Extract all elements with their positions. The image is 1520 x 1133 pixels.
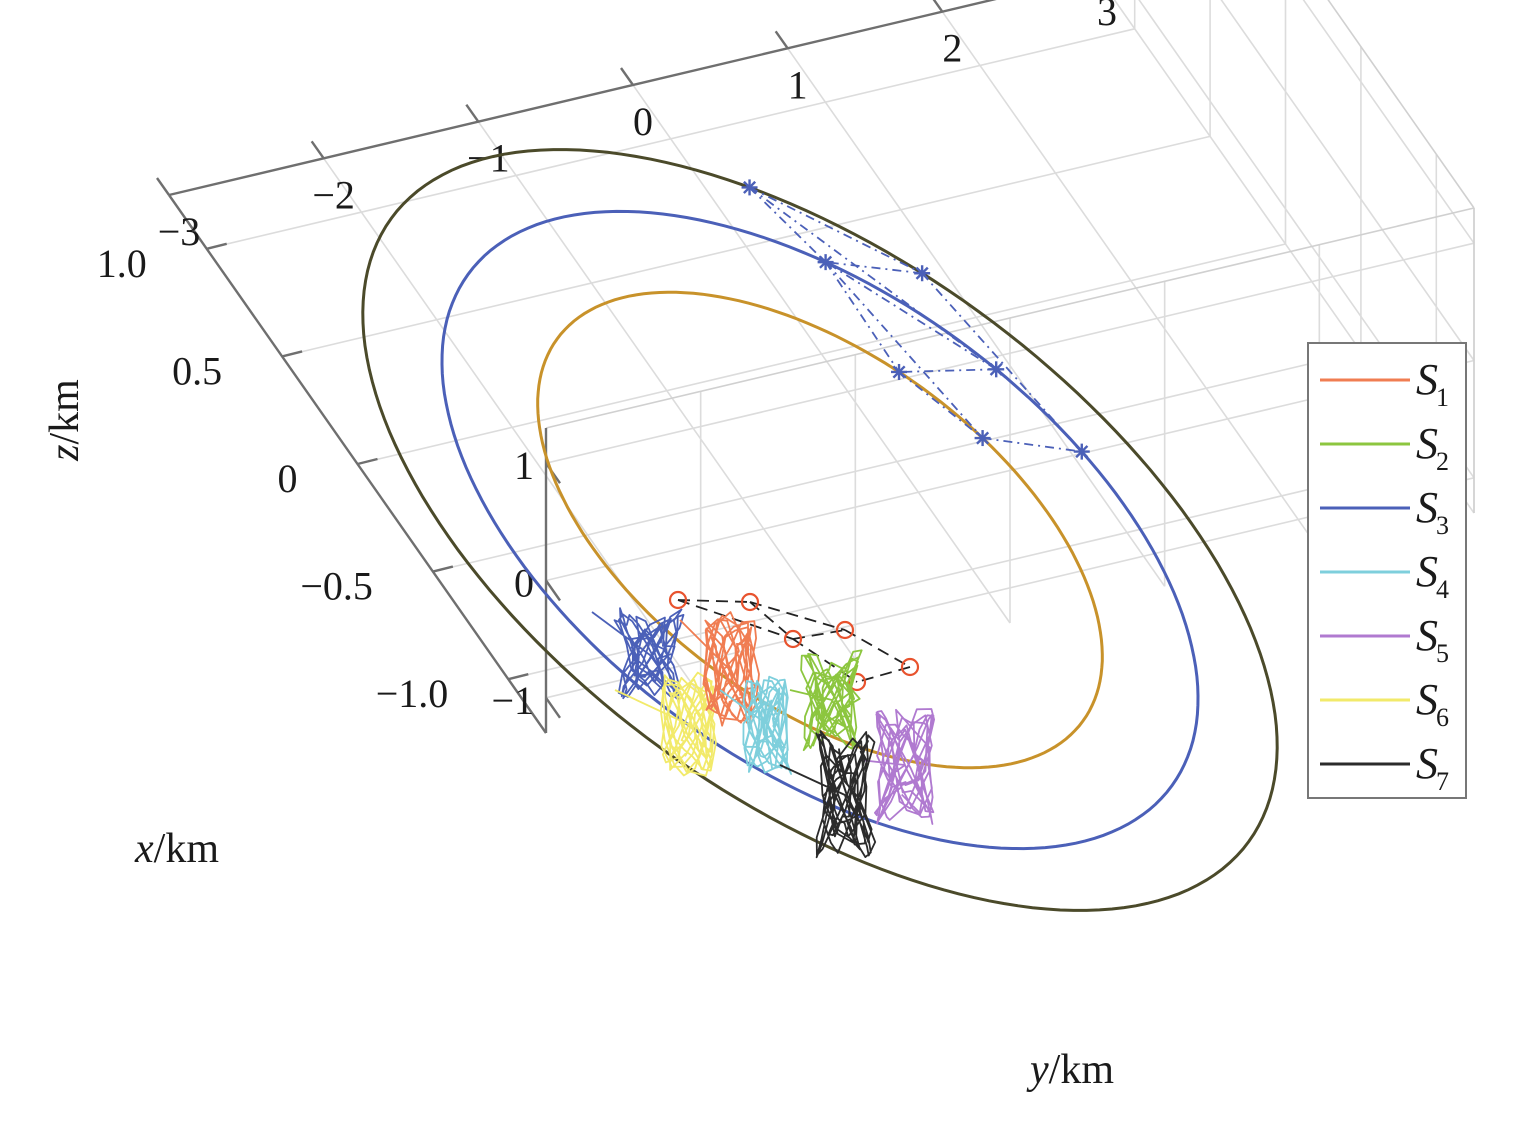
y-tick-label: 3 <box>1097 0 1117 34</box>
x-tick-mark <box>281 350 303 358</box>
formation-link-dashed <box>749 601 794 640</box>
axes <box>156 0 997 734</box>
grid-line <box>357 243 1286 465</box>
x-axis-label: x/km <box>134 826 219 872</box>
legend-label-1: S1 <box>1416 355 1449 412</box>
y-tick-mark <box>774 30 789 50</box>
y-tick-mark <box>620 67 634 86</box>
circle-marker <box>783 629 803 649</box>
star-marker-stroke <box>989 362 1003 376</box>
x-tick-label: −1.0 <box>376 671 449 716</box>
star-marker <box>817 254 834 271</box>
z-axis-label: z/km <box>42 379 88 462</box>
y-tick-label: 0 <box>633 99 653 144</box>
transfer-trajectories <box>591 607 935 859</box>
formation-markers <box>668 179 1090 692</box>
transfer-trajectory-6 <box>614 671 717 777</box>
x-tick-mark <box>206 242 227 250</box>
grid-line <box>1302 0 1475 244</box>
formation-link-dashdot <box>824 261 984 439</box>
transfer-trajectory-3 <box>591 607 685 702</box>
star-marker-stroke <box>976 431 990 445</box>
circle-marker <box>847 672 867 692</box>
z-tick-mark <box>545 579 561 602</box>
circle-marker <box>900 657 920 677</box>
legend-label-3: S3 <box>1416 483 1449 540</box>
grid-line <box>206 28 1135 250</box>
star-marker <box>988 361 1005 378</box>
x-tick-mark <box>432 565 454 573</box>
x-tick-label: 0.5 <box>172 348 222 393</box>
star-marker-stroke <box>743 180 757 194</box>
transfer-trajectory-4 <box>719 675 792 775</box>
formation-link-dashdot <box>748 186 827 263</box>
z-tick-label: −1 <box>491 678 534 723</box>
y-tick-label: −2 <box>312 172 355 217</box>
z-tick-mark <box>545 697 561 719</box>
formation-link-dashed <box>856 666 911 683</box>
formation-link-dashdot <box>898 371 984 439</box>
star-marker-stroke <box>1075 445 1089 459</box>
transfer-trajectory-1 <box>679 611 760 727</box>
formation-link-dashdot <box>824 261 900 373</box>
y-tick-label: 2 <box>942 26 962 71</box>
legend-label-7: S7 <box>1416 739 1449 796</box>
y-tick-mark <box>465 103 480 123</box>
circle-marker <box>740 592 760 612</box>
star-marker <box>914 265 931 282</box>
x-tick-label: 1.0 <box>97 241 147 286</box>
star-marker <box>741 179 758 196</box>
star-marker <box>974 430 991 447</box>
y-tick-label: 1 <box>788 62 808 107</box>
circle-marker <box>668 590 688 610</box>
formation-link-dashed <box>749 601 846 631</box>
z-tick-label: 1 <box>514 443 534 488</box>
legend: S1 S2 S3 S4 S5 S6 S7 <box>1307 342 1467 799</box>
transfer-trajectory-2 <box>789 649 863 752</box>
circle-marker <box>835 620 855 640</box>
orbit-curves <box>361 148 1279 912</box>
star-marker <box>1073 443 1090 460</box>
box-edge <box>1327 0 1475 209</box>
formation-link-dashdot <box>749 186 997 371</box>
star-marker <box>891 363 908 380</box>
y-tick-label: −3 <box>158 209 201 254</box>
grid-line <box>281 135 1211 358</box>
formation-link-dashdot <box>825 261 923 275</box>
formation-link-dashed <box>677 599 751 603</box>
legend-label-2: S2 <box>1416 419 1449 476</box>
orbit-outer <box>361 148 1279 912</box>
formation-link-dashed <box>844 629 911 668</box>
grid-line <box>545 242 1475 464</box>
transfer-trajectory-5 <box>859 708 935 825</box>
y-tick-mark <box>310 140 325 160</box>
y-axis-label: y/km <box>1026 1047 1114 1093</box>
star-marker-stroke <box>819 255 833 269</box>
x-tick-label: 0 <box>278 456 298 501</box>
x-tick-mark <box>357 457 378 466</box>
formation-link-dashdot <box>899 368 997 373</box>
grid-line <box>1220 0 1475 361</box>
formation-link-dashdot <box>825 261 997 371</box>
y-tick-mark <box>932 0 944 13</box>
formation-link-dashdot <box>982 437 1082 453</box>
y-tick-mark <box>156 177 170 196</box>
transfer-trajectory-7 <box>779 730 877 859</box>
legend-label-5: S5 <box>1416 611 1449 668</box>
legend-label-4: S4 <box>1416 547 1449 604</box>
x-tick-label: −0.5 <box>300 564 373 609</box>
star-marker-stroke <box>915 266 929 280</box>
x-tick-mark <box>508 673 529 681</box>
grid-line <box>432 350 1362 573</box>
formation-link-dashed <box>677 599 794 640</box>
orbit-middle <box>440 209 1200 851</box>
formation-link-dashdot <box>749 186 923 275</box>
star-marker-stroke <box>892 365 906 379</box>
grid-lines <box>168 0 1475 734</box>
legend-label-6: S6 <box>1416 675 1449 732</box>
formation-link-dashdot <box>921 272 1083 453</box>
box-edge <box>545 207 1475 429</box>
